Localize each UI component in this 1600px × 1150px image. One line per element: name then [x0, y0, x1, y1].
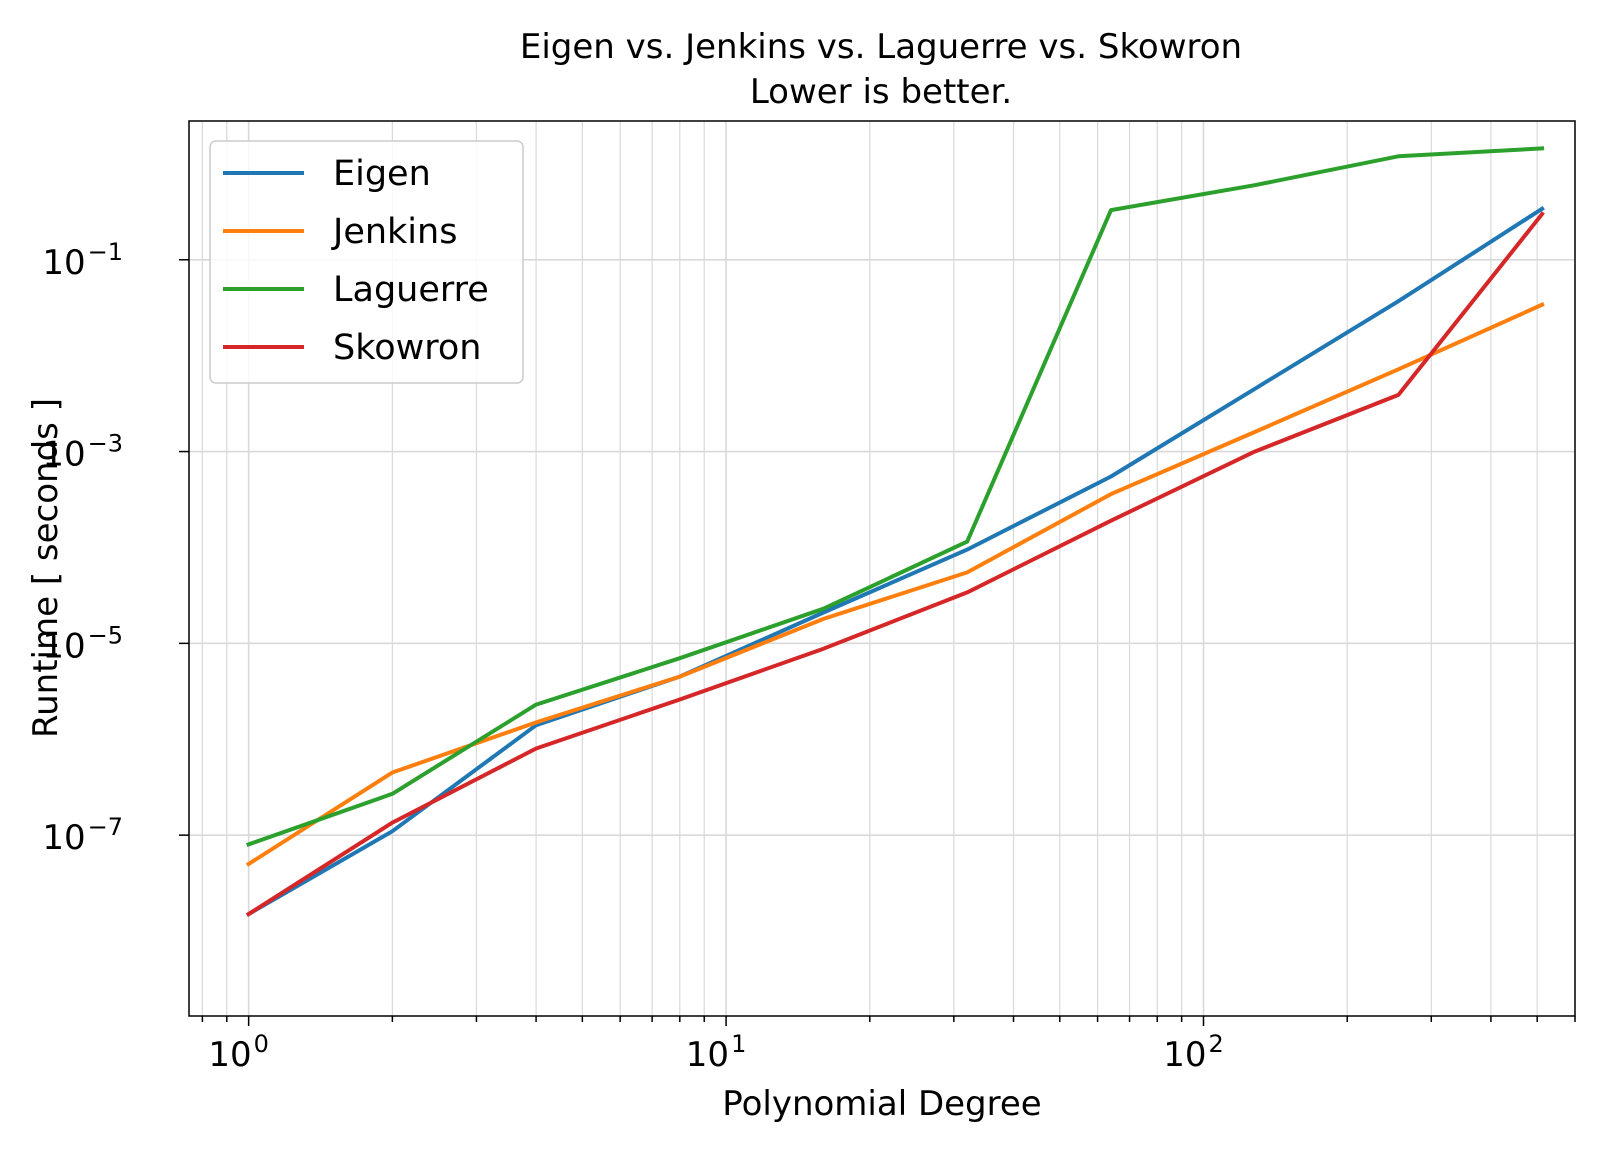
series-line-laguerre — [246, 146, 1545, 847]
series-line-jenkins — [245, 302, 1545, 867]
x-tick-label: 101 — [686, 1030, 747, 1075]
legend-box — [209, 140, 524, 384]
chart-subtitle: Lower is better. — [750, 72, 1012, 112]
y-tick-label: 10−1 — [42, 238, 123, 283]
legend: Eigen Jenkins Laguerre Skowron — [209, 140, 524, 384]
y-axis-label: Runtime [ seconds ] — [26, 398, 66, 738]
x-tick-label: 102 — [1163, 1030, 1224, 1075]
series-lines — [245, 146, 1545, 917]
chart-title: Eigen vs. Jenkins vs. Laguerre vs. Skowr… — [520, 27, 1242, 67]
x-tick-label: 100 — [208, 1030, 269, 1075]
series-line-eigen — [245, 206, 1545, 917]
legend-label: Skowron — [333, 328, 482, 368]
y-tick-label: 10−7 — [42, 813, 123, 858]
plot-frame — [188, 120, 1576, 1017]
legend-label: Laguerre — [333, 270, 489, 310]
legend-label: Eigen — [333, 154, 431, 194]
series-line-skowron — [245, 211, 1545, 917]
y-tick-label: 10−3 — [42, 430, 123, 475]
grid — [189, 121, 1576, 1016]
x-axis-label: Polynomial Degree — [722, 1084, 1041, 1124]
legend-label: Jenkins — [331, 212, 457, 252]
